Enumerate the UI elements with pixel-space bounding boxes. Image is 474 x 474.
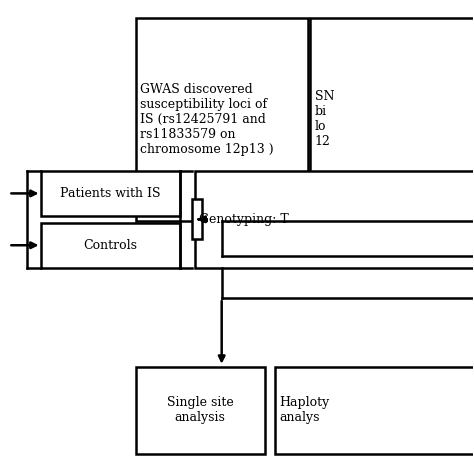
Bar (275, 366, 474, 454)
Text: GWAS discovered
susceptibility loci of
IS (rs12425791 and
rs11833579 on
chromoso: GWAS discovered susceptibility loci of I… (140, 82, 274, 155)
Bar (192, 199, 201, 239)
Bar (136, 18, 308, 220)
Bar (195, 171, 474, 268)
Text: SN
bi
lo
12: SN bi lo 12 (315, 90, 334, 148)
Text: Genotyping: T: Genotyping: T (199, 213, 289, 226)
Bar (310, 18, 474, 220)
Text: Controls: Controls (84, 239, 138, 252)
Text: Haploty
analys: Haploty analys (279, 396, 329, 424)
Text: Single site
analysis: Single site analysis (167, 396, 234, 424)
Bar (41, 223, 181, 268)
Bar (136, 366, 265, 454)
Text: Patients with IS: Patients with IS (61, 187, 161, 200)
Bar (41, 171, 181, 216)
